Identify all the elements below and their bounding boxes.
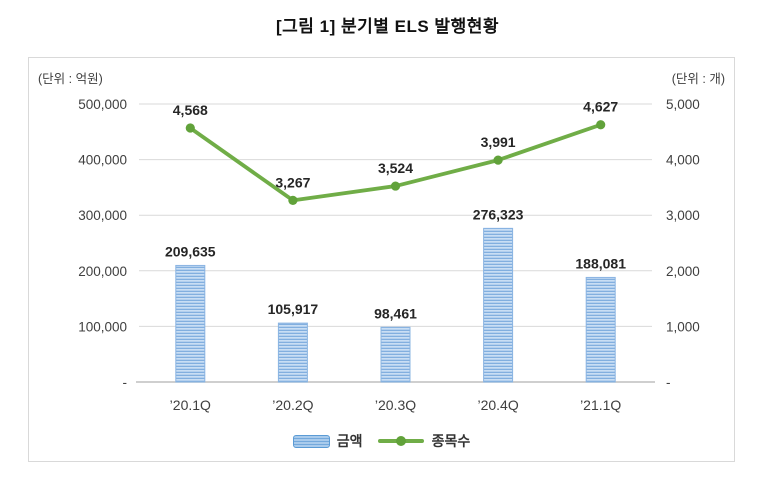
legend-amount-label: 금액 bbox=[336, 433, 363, 449]
svg-text:188,081: 188,081 bbox=[575, 255, 626, 271]
svg-text:4,627: 4,627 bbox=[583, 99, 618, 115]
combo-chart: - - 100,000 1,000 200,000 2,000 300,000 3,000 40… bbox=[78, 97, 700, 413]
chart-frame: - - 100,000 1,000 200,000 2,000 300,000 3,000 40… bbox=[28, 57, 735, 462]
svg-text:’21.1Q: ’21.1Q bbox=[580, 397, 621, 413]
svg-text:3,991: 3,991 bbox=[481, 134, 516, 150]
svg-text:300,000: 300,000 bbox=[78, 208, 127, 223]
bar-series-swatch-icon bbox=[292, 434, 330, 448]
line-series-swatch-icon bbox=[377, 436, 424, 446]
svg-text:3,000: 3,000 bbox=[666, 208, 700, 223]
svg-text:’20.4Q: ’20.4Q bbox=[477, 397, 518, 413]
svg-text:105,917: 105,917 bbox=[268, 301, 319, 317]
right-axis-unit-label: (단위 : 개) bbox=[671, 72, 725, 86]
svg-text:3,524: 3,524 bbox=[378, 160, 413, 176]
svg-text:400,000: 400,000 bbox=[78, 153, 127, 168]
legend-item-count: 종목수 bbox=[377, 431, 471, 451]
svg-text:’20.3Q: ’20.3Q bbox=[375, 397, 416, 413]
svg-text:’20.1Q: ’20.1Q bbox=[170, 397, 211, 413]
svg-text:’20.2Q: ’20.2Q bbox=[272, 397, 313, 413]
svg-text:5,000: 5,000 bbox=[666, 97, 700, 112]
svg-text:2,000: 2,000 bbox=[666, 264, 700, 279]
svg-text:-: - bbox=[666, 375, 671, 390]
svg-text:209,635: 209,635 bbox=[165, 243, 216, 259]
svg-text:98,461: 98,461 bbox=[374, 305, 417, 321]
left-axis-unit-label: (단위 : 억원) bbox=[38, 72, 103, 86]
svg-text:4,000: 4,000 bbox=[666, 153, 700, 168]
legend-count-label: 종목수 bbox=[431, 433, 471, 449]
svg-text:-: - bbox=[123, 375, 128, 390]
svg-text:276,323: 276,323 bbox=[473, 206, 524, 222]
svg-text:3,267: 3,267 bbox=[275, 174, 310, 190]
chart-legend: 금액 종목수 bbox=[29, 431, 734, 451]
svg-text:1,000: 1,000 bbox=[666, 319, 700, 334]
legend-item-amount: 금액 bbox=[292, 431, 363, 451]
svg-text:200,000: 200,000 bbox=[78, 264, 127, 279]
svg-text:100,000: 100,000 bbox=[78, 319, 127, 334]
figure-title: [그림 1] 분기별 ELS 발행현황 bbox=[276, 17, 499, 36]
svg-text:4,568: 4,568 bbox=[173, 102, 208, 118]
svg-text:500,000: 500,000 bbox=[78, 97, 127, 112]
